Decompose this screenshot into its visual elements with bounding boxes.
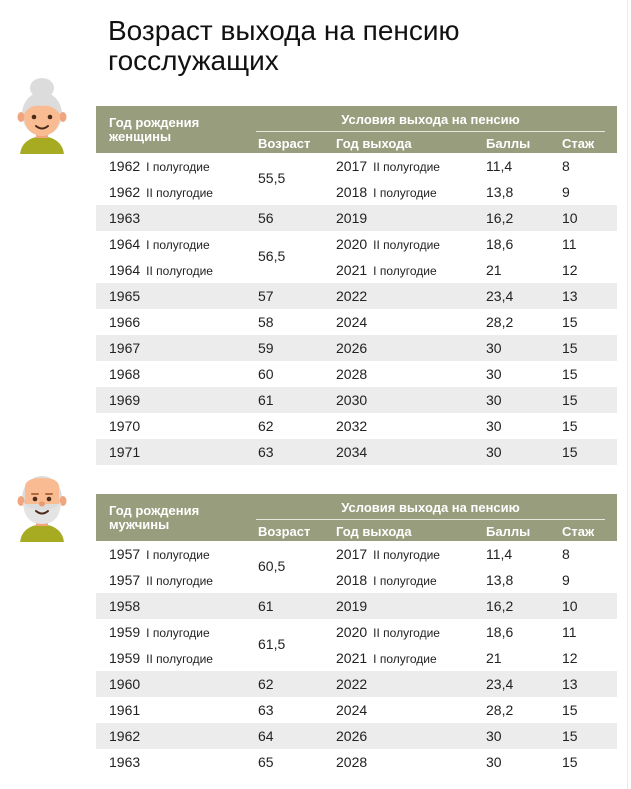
experience-column-header: Стаж	[562, 136, 595, 151]
points-column-header: Баллы	[486, 524, 531, 539]
merged-age-cell: 61,5	[258, 636, 286, 652]
table-row: 1971 63 2034 30 15	[96, 439, 617, 465]
table-row: 1966 58 2024 28,2 15	[109, 314, 578, 330]
table-row-group: 1957 I полугодие 2017 II полугодие 11,4 8 …	[96, 541, 617, 593]
table-row: 1965 57 2022 23,4 13	[96, 283, 617, 309]
table-row-group: 1959 I полугодие 2020 II полугодие 18,6 11…	[96, 619, 617, 671]
year-column-header: Год выхода	[336, 136, 412, 151]
table-row: 1964 I полугодие 2020 II полугодие 18,6 11	[109, 236, 577, 252]
elderly-man-avatar-icon	[12, 466, 72, 542]
conditions-header: Условия выхода на пенсию	[256, 112, 605, 132]
conditions-header: Условия выхода на пенсию	[256, 500, 605, 520]
birth-year-header: Год рождения мужчины	[109, 503, 200, 532]
age-column-header: Возраст	[258, 524, 311, 539]
men-retirement-table: Год рождения мужчины Условия выхода на пе…	[96, 494, 617, 775]
table-row: 1964 II полугодие 2021 I полугодие 21 12	[109, 262, 578, 278]
table-row: 1968 60 2028 30 15	[109, 366, 578, 382]
age-column-header: Возраст	[258, 136, 311, 151]
table-row-group: 1964 I полугодие 2020 II полугодие 18,6 11…	[96, 231, 617, 283]
merged-age-cell: 55,5	[258, 170, 286, 186]
table-row: 1962 II полугодие 2018 I полугодие 13,8 9	[109, 184, 570, 200]
table-row: 1958 61 2019 16,2 10	[96, 593, 617, 619]
page-title: Возраст выхода на пенсию госслужащих	[108, 16, 460, 76]
table-row: 1967 59 2026 30 15	[96, 335, 617, 361]
table-row: 1969 61 2030 30 15	[96, 387, 617, 413]
title-line-1: Возраст выхода на пенсию	[108, 15, 460, 46]
table-row: 1959 II полугодие 2021 I полугодие 21 12	[109, 650, 578, 666]
table-row: 1963 65 2028 30 15	[109, 754, 578, 770]
table-header: Год рождения женщины Условия выхода на пе…	[96, 106, 617, 153]
table-row: 1957 II полугодие 2018 I полугодие 13,8 9	[109, 572, 570, 588]
table-row-group: 1962 I полугодие 2017 II полугодие 11,4 8 …	[96, 153, 617, 205]
table-row: 1957 I полугодие 2017 II полугодие 11,4 8	[109, 546, 570, 562]
table-row: 1960 62 2022 23,4 13	[96, 671, 617, 697]
table-row: 1962 64 2026 30 15	[96, 723, 617, 749]
table-row: 1963 56 2019 16,2 10	[96, 205, 617, 231]
women-retirement-table: Год рождения женщины Условия выхода на пе…	[96, 106, 617, 465]
points-column-header: Баллы	[486, 136, 531, 151]
merged-age-cell: 56,5	[258, 248, 286, 264]
experience-column-header: Стаж	[562, 524, 595, 539]
merged-age-cell: 60,5	[258, 558, 286, 574]
page-border	[627, 0, 628, 789]
elderly-woman-avatar-icon	[12, 76, 72, 154]
birth-year-header: Год рождения женщины	[109, 115, 200, 144]
table-row: 1961 63 2024 28,2 15	[109, 702, 578, 718]
table-row: 1962 I полугодие 2017 II полугодие 11,4 8	[109, 158, 570, 174]
table-row: 1970 62 2032 30 15	[109, 418, 578, 434]
year-column-header: Год выхода	[336, 524, 412, 539]
table-header: Год рождения мужчины Условия выхода на пе…	[96, 494, 617, 541]
table-row: 1959 I полугодие 2020 II полугодие 18,6 11	[109, 624, 577, 640]
title-line-2: госслужащих	[108, 45, 279, 76]
